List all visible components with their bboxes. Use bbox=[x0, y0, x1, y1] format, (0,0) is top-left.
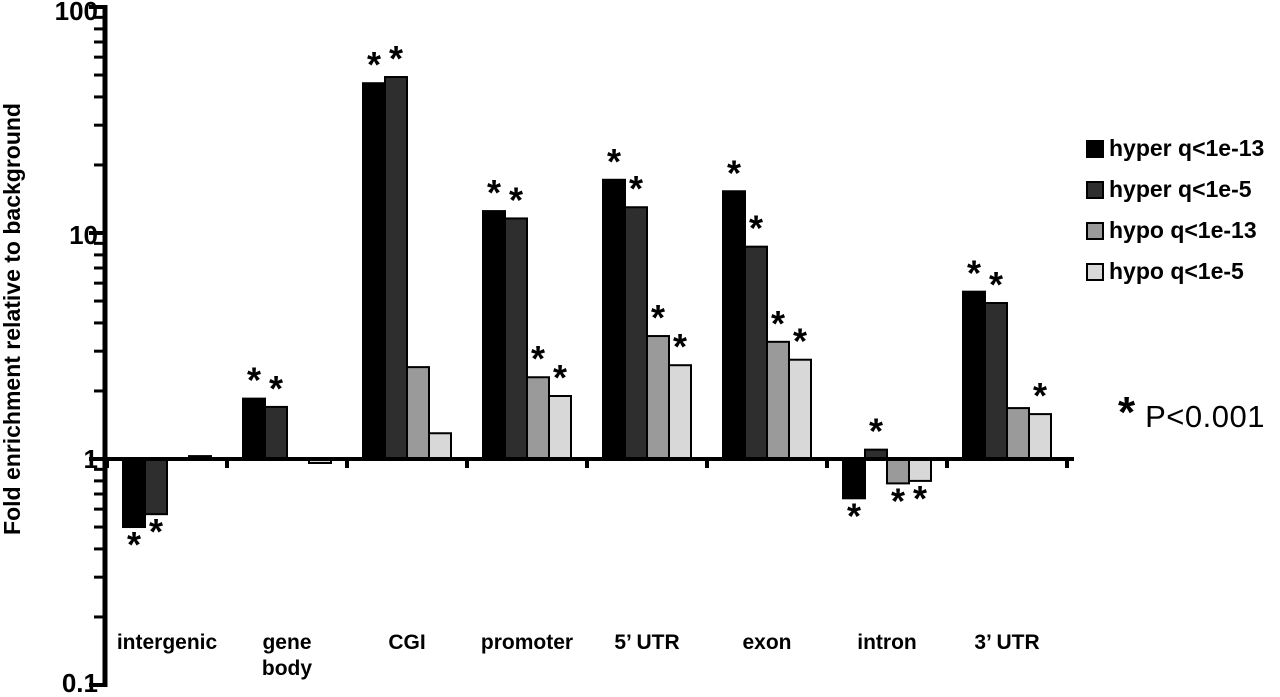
bar bbox=[722, 190, 746, 460]
significance-asterisk-icon: * bbox=[149, 511, 163, 552]
significance-asterisk-icon: * bbox=[847, 495, 861, 536]
significance-asterisk-icon: * bbox=[531, 338, 545, 379]
legend-swatch-mediumgray-icon bbox=[1086, 221, 1104, 240]
bar bbox=[242, 397, 266, 461]
bar bbox=[984, 302, 1008, 460]
bar bbox=[788, 358, 812, 461]
bar bbox=[264, 405, 288, 461]
bar bbox=[384, 76, 408, 460]
bar bbox=[482, 210, 506, 460]
significance-asterisk-icon: * bbox=[487, 172, 501, 213]
x-category-promoter: promoter bbox=[480, 631, 574, 654]
significance-asterisk-icon: * bbox=[629, 168, 643, 209]
bar bbox=[744, 245, 768, 460]
significance-asterisk-icon: * bbox=[913, 478, 927, 519]
legend-swatch-lightgray-icon bbox=[1086, 262, 1104, 281]
y-tick-label-1: 1 bbox=[83, 444, 98, 474]
legend-swatch-black-icon bbox=[1086, 139, 1104, 158]
significance-asterisk-icon: * bbox=[367, 44, 381, 85]
x-category-intron: intron bbox=[857, 631, 917, 654]
bar bbox=[428, 432, 452, 461]
significance-asterisk-icon: * bbox=[673, 326, 687, 367]
significance-asterisk-icon: * bbox=[727, 152, 741, 193]
significance-asterisk-icon: * bbox=[967, 253, 981, 294]
x-category-3utr: 3’ UTR bbox=[974, 631, 1040, 654]
significance-asterisk-icon: * bbox=[771, 303, 785, 344]
legend-label: hypo q<1e-13 bbox=[1109, 217, 1257, 243]
x-category-intergenic: intergenic bbox=[116, 631, 218, 654]
bar bbox=[504, 217, 528, 460]
bar bbox=[362, 82, 386, 460]
significance-asterisk-icon: * bbox=[127, 524, 141, 565]
significance-asterisk-icon: * bbox=[553, 357, 567, 398]
bar bbox=[1006, 407, 1030, 461]
x-category-gene-body: gene body bbox=[261, 631, 313, 681]
legend-entry-hyper-q1e13: hyper q<1e-13 bbox=[1086, 135, 1265, 161]
bar bbox=[122, 458, 146, 529]
significance-asterisk-icon: * bbox=[269, 368, 283, 409]
significance-asterisk-icon: * bbox=[793, 321, 807, 362]
asterisk-icon: * bbox=[1118, 388, 1136, 437]
legend: hyper q<1e-13 hyper q<1e-5 hypo q<1e-13 … bbox=[1086, 135, 1265, 300]
significance-asterisk-icon: * bbox=[247, 360, 261, 401]
x-category-cgi: CGI bbox=[388, 631, 426, 654]
significance-asterisk-icon: * bbox=[509, 179, 523, 220]
significance-asterisk-icon: * bbox=[607, 141, 621, 182]
significance-asterisk-icon: * bbox=[891, 480, 905, 521]
x-category-exon: exon bbox=[742, 631, 792, 654]
y-tick-label-10: 10 bbox=[69, 220, 98, 250]
bar bbox=[406, 366, 430, 460]
bar bbox=[766, 340, 790, 461]
bar bbox=[842, 458, 866, 500]
bar bbox=[668, 364, 692, 461]
significance-asterisk-icon: * bbox=[1033, 375, 1047, 416]
legend-swatch-darkgray-icon bbox=[1086, 180, 1104, 199]
bar bbox=[602, 178, 626, 460]
legend-entry-hyper-q1e5: hyper q<1e-5 bbox=[1086, 176, 1264, 202]
bar bbox=[624, 206, 648, 460]
bar bbox=[646, 335, 670, 460]
bar bbox=[144, 458, 168, 516]
significance-text: P<0.001 bbox=[1145, 399, 1265, 434]
bar bbox=[962, 290, 986, 460]
significance-asterisk-icon: * bbox=[749, 208, 763, 249]
y-tick-label-100: 100 bbox=[54, 0, 98, 26]
significance-asterisk-icon: * bbox=[869, 411, 883, 452]
legend-label: hypo q<1e-5 bbox=[1109, 258, 1244, 284]
bar bbox=[526, 376, 550, 460]
y-axis-title: Fold enrichment relative to background bbox=[0, 103, 25, 535]
significance-asterisk-icon: * bbox=[989, 264, 1003, 305]
significance-note: * P<0.001 bbox=[1118, 388, 1265, 437]
bar bbox=[1028, 413, 1052, 460]
significance-asterisk-icon: * bbox=[389, 38, 403, 79]
x-category-5utr: 5’ UTR bbox=[614, 631, 680, 654]
legend-entry-hypo-q1e13: hypo q<1e-13 bbox=[1086, 217, 1264, 243]
bar bbox=[548, 395, 572, 460]
legend-entry-hypo-q1e5: hypo q<1e-5 bbox=[1086, 258, 1264, 284]
legend-label: hyper q<1e-13 bbox=[1109, 135, 1265, 161]
y-tick-label-0.1: 0.1 bbox=[61, 668, 98, 697]
significance-asterisk-icon: * bbox=[651, 297, 665, 338]
legend-label: hyper q<1e-5 bbox=[1109, 176, 1252, 202]
